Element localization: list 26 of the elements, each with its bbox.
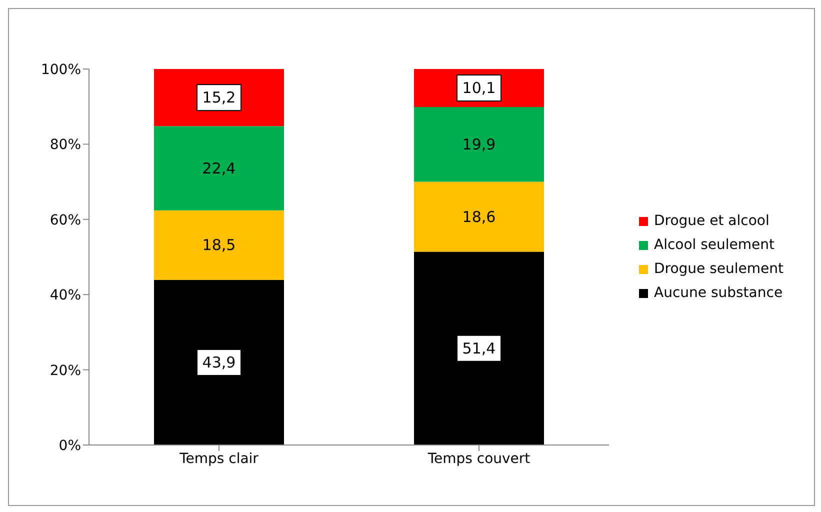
bar bbox=[414, 252, 544, 445]
legend-label: Drogue et alcool bbox=[654, 213, 770, 229]
y-tick-label: 0% bbox=[58, 438, 81, 454]
data-label: 51,4 bbox=[462, 339, 496, 358]
bar bbox=[154, 280, 284, 445]
legend-label: Aucune substance bbox=[654, 285, 783, 301]
bar bbox=[414, 182, 544, 252]
bar bbox=[154, 210, 284, 280]
y-tick-label: 100% bbox=[40, 62, 81, 78]
data-label: 19,9 bbox=[462, 135, 496, 154]
bar bbox=[154, 126, 284, 210]
data-label: 22,4 bbox=[202, 159, 236, 178]
x-tick-label: Temps couvert bbox=[426, 450, 531, 467]
legend-label: Drogue seulement bbox=[654, 261, 784, 277]
data-label: 15,2 bbox=[202, 88, 236, 107]
data-label: 18,5 bbox=[202, 236, 236, 254]
data-label: 43,9 bbox=[202, 353, 236, 372]
y-tick-label: 40% bbox=[50, 288, 81, 304]
bar bbox=[414, 106, 544, 182]
y-tick-label: 80% bbox=[50, 137, 81, 154]
y-tick-label: 60% bbox=[50, 212, 81, 228]
legend-label: Alcool seulement bbox=[654, 237, 775, 253]
data-label: 10,1 bbox=[462, 78, 496, 97]
y-tick-label: 20% bbox=[50, 362, 81, 379]
data-label: 18,6 bbox=[462, 208, 496, 226]
x-tick-label: Temps clair bbox=[178, 450, 259, 467]
